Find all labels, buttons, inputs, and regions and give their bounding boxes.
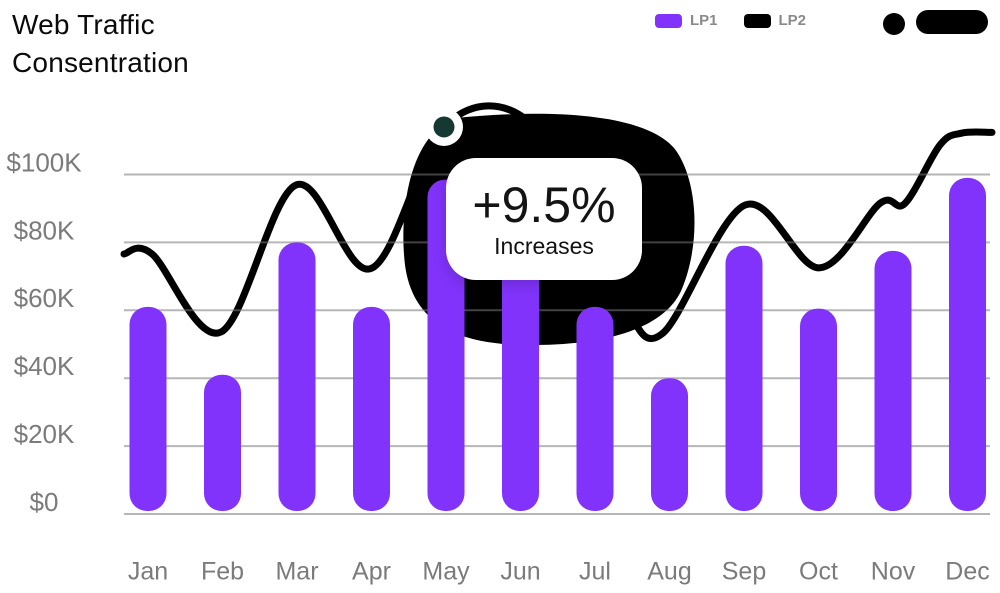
x-axis-tick-label-may: May [422,558,470,586]
tooltip-value: +9.5% [472,177,616,234]
legend: LP1 LP2 [655,12,806,29]
x-axis-tick-label-aug: Aug [647,558,691,586]
x-axis-tick-label-feb: Feb [201,558,244,586]
bar-aug[interactable] [651,378,688,511]
legend-swatch-lp1 [655,13,682,28]
y-axis-labels: $0 $20K $40K $60K $80K $100K [6,147,82,517]
x-axis-tick-label-jan: Jan [128,558,168,586]
bar-jan[interactable] [129,306,167,511]
page-title: Web Traffic Consentration [12,6,189,82]
x-axis-tick-label-apr: Apr [352,558,391,586]
x-axis-tick-label-oct: Oct [799,558,838,586]
x-axis-tick-label-jun: Jun [500,558,540,586]
legend-swatch-lp2 [743,13,771,28]
bar-nov[interactable] [874,250,912,511]
y-axis-tick-label: $60K [14,283,75,313]
y-axis-tick-label: $100K [6,147,82,177]
tooltip[interactable]: +9.5% Increases [446,158,642,280]
decor-pill [916,10,988,34]
x-axis-tick-label-jul: Jul [579,558,611,586]
tooltip-label: Increases [494,232,594,259]
x-axis-tick-label-nov: Nov [871,558,916,586]
x-axis-tick-label-dec: Dec [945,558,989,586]
y-axis-tick-label: $80K [14,215,75,245]
legend-label: LP2 [778,12,807,29]
y-axis-tick-label: $20K [14,419,75,449]
decor-circle [883,13,905,35]
page-title-line1: Web Traffic [12,9,155,40]
may-data-point[interactable] [433,116,455,138]
bar-jul[interactable] [576,306,614,511]
page-title-line2: Consentration [12,47,189,78]
bar-sep[interactable] [725,245,763,512]
x-axis-labels: Jan Feb Mar Apr May Jun Jul Aug Sep Oct Nov Dec [128,558,990,586]
bar-mar[interactable] [278,242,316,511]
bar-jun[interactable] [502,208,539,511]
legend-label: LP1 [690,12,718,29]
bar-apr[interactable] [353,306,390,511]
legend-item-lp1[interactable]: LP1 [655,12,718,29]
y-axis-tick-label: $40K [14,351,75,381]
bar-dec[interactable] [949,177,986,511]
bar-feb[interactable] [204,374,241,511]
y-axis-tick-label: $0 [30,487,59,517]
legend-item-lp2[interactable]: LP2 [743,12,807,29]
x-axis-tick-label-sep: Sep [722,558,766,586]
x-axis-tick-label-mar: Mar [275,558,318,586]
bar-oct[interactable] [800,308,837,511]
